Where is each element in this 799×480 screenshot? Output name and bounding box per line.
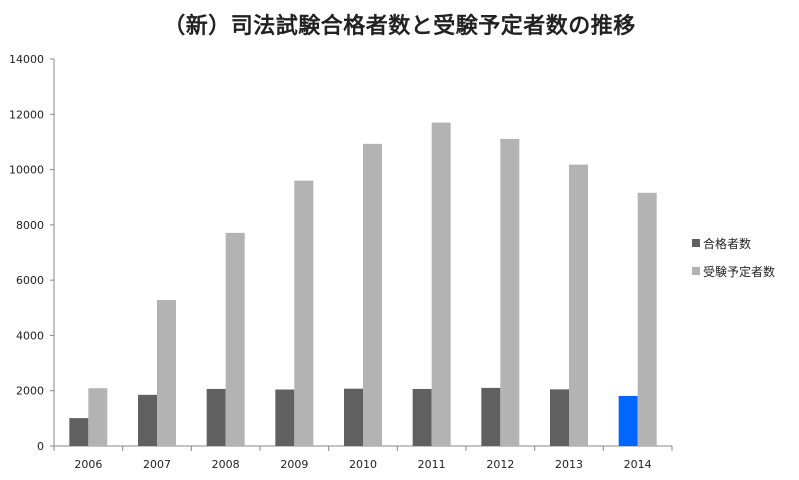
bar-passers	[481, 387, 501, 446]
x-tick-label: 2006	[74, 458, 102, 471]
legend-label-examinees: 受験予定者数	[703, 264, 776, 279]
x-tick-label: 2010	[349, 458, 377, 471]
y-axis-tick-labels: 0 2000 4000 6000 8000 10000 12000 14000	[9, 53, 44, 453]
bar-passers	[412, 388, 432, 446]
bar-passers	[344, 388, 363, 446]
x-tick-label: 2013	[555, 458, 583, 471]
y-tick-label: 12000	[9, 108, 44, 121]
bar-passers	[206, 388, 226, 446]
y-tick-label: 14000	[9, 53, 44, 66]
bar-examinees	[569, 164, 588, 447]
bar-passers	[138, 394, 157, 446]
legend-item-passers: 合格者数	[692, 236, 775, 251]
y-tick-label: 0	[37, 440, 44, 453]
bar-examinees	[157, 300, 176, 446]
bar-examinees	[431, 122, 451, 446]
bar-examinees	[294, 180, 314, 446]
x-tick-label: 2009	[280, 458, 308, 471]
legend-label-passers: 合格者数	[703, 236, 752, 251]
y-tick-label: 8000	[16, 219, 44, 232]
legend-item-examinees: 受験予定者数	[692, 264, 776, 279]
legend-swatch-passers	[692, 239, 700, 247]
legend-swatch-examinees	[692, 267, 700, 275]
x-tick-label: 2007	[143, 458, 171, 471]
bar-examinees	[363, 143, 382, 446]
bar-examinees	[225, 232, 245, 446]
y-tick-label: 2000	[16, 385, 44, 398]
bar-examinees	[88, 388, 108, 446]
bar-passers	[550, 389, 569, 446]
x-axis-tick-labels: 2006 2007 2008 2009 2010 2011 2012 2013 2014	[74, 458, 651, 471]
bar-passers	[618, 395, 638, 446]
chart-bars	[69, 122, 657, 447]
bar-passers	[275, 389, 295, 446]
bar-passers	[69, 418, 89, 446]
x-tick-label: 2008	[212, 458, 240, 471]
chart-title: （新）司法試験合格者数と受験予定者数の推移	[163, 14, 636, 39]
y-tick-label: 10000	[9, 164, 44, 177]
x-tick-label: 2012	[486, 458, 514, 471]
y-tick-label: 4000	[16, 329, 44, 342]
x-tick-label: 2011	[418, 458, 446, 471]
bar-examinees	[500, 138, 520, 446]
y-tick-label: 6000	[16, 274, 44, 287]
bar-examinees	[637, 192, 657, 446]
chart-legend: 合格者数 受験予定者数	[692, 236, 775, 292]
x-tick-label: 2014	[624, 458, 652, 471]
